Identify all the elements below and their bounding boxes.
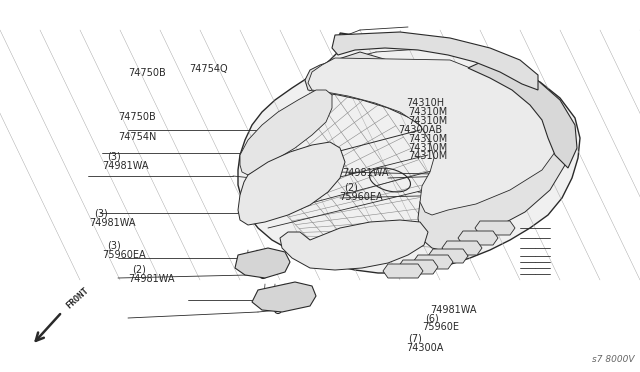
Polygon shape	[398, 260, 438, 274]
Text: 74310M: 74310M	[408, 116, 447, 126]
Polygon shape	[428, 249, 468, 263]
Polygon shape	[240, 90, 332, 175]
Text: 74981WA: 74981WA	[430, 305, 477, 314]
Text: 74750B: 74750B	[128, 68, 166, 77]
Polygon shape	[383, 264, 423, 278]
Text: 74981WA: 74981WA	[90, 218, 136, 228]
Polygon shape	[468, 55, 577, 168]
Polygon shape	[280, 220, 428, 270]
Text: 74310M: 74310M	[408, 108, 447, 117]
Text: 74310H: 74310H	[406, 99, 445, 108]
Text: 74754N: 74754N	[118, 132, 157, 142]
Text: 75960E: 75960E	[422, 323, 460, 332]
Text: 74300A: 74300A	[406, 343, 444, 353]
Polygon shape	[442, 241, 482, 255]
Text: (3): (3)	[108, 241, 121, 250]
Text: (3): (3)	[94, 209, 108, 219]
Polygon shape	[475, 221, 515, 235]
Text: 74981WA: 74981WA	[102, 161, 149, 170]
Polygon shape	[332, 32, 538, 90]
Text: (2): (2)	[344, 183, 358, 193]
Text: 74981WA: 74981WA	[342, 168, 389, 178]
Text: 75960EA: 75960EA	[339, 192, 383, 202]
Polygon shape	[308, 58, 558, 215]
Polygon shape	[238, 33, 580, 273]
Text: 74310M: 74310M	[408, 134, 447, 144]
Text: FRONT: FRONT	[65, 286, 91, 310]
Polygon shape	[458, 231, 498, 245]
Text: 74750B: 74750B	[118, 112, 156, 122]
Text: 74310M: 74310M	[408, 151, 447, 161]
Text: 74981WA: 74981WA	[128, 274, 175, 284]
Text: (2): (2)	[132, 265, 147, 275]
Text: s7 8000V: s7 8000V	[593, 355, 635, 364]
Polygon shape	[413, 255, 453, 269]
Polygon shape	[235, 248, 290, 278]
Polygon shape	[252, 282, 316, 312]
Text: (6): (6)	[426, 313, 439, 323]
Text: 74310M: 74310M	[408, 143, 447, 153]
Text: 74754Q: 74754Q	[189, 64, 227, 74]
Polygon shape	[238, 142, 345, 225]
Text: (7): (7)	[408, 334, 422, 343]
Text: (3): (3)	[107, 151, 120, 161]
Text: 75960EA: 75960EA	[102, 250, 146, 260]
Text: 74300AB: 74300AB	[398, 125, 442, 135]
Polygon shape	[305, 52, 565, 250]
